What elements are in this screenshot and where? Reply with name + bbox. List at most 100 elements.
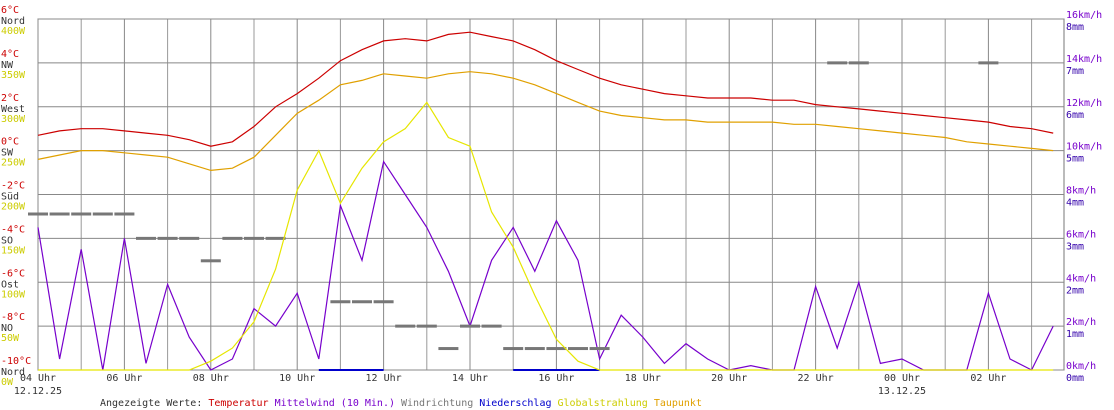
rain-tick-label: 1mm xyxy=(1066,329,1084,340)
y2-tick-label: 16km/h xyxy=(1066,10,1102,21)
radiation-tick-label: 250W xyxy=(1,158,26,169)
radiation-tick-label: 100W xyxy=(1,289,26,300)
x-tick-label: 00 Uhr xyxy=(884,373,920,384)
wind-direction-mark xyxy=(222,236,243,240)
rain-tick-label: 3mm xyxy=(1066,241,1084,252)
wind-direction-mark xyxy=(92,212,113,216)
radiation-tick-label: 0W xyxy=(1,377,14,388)
legend-entry: Mittelwind (10 Min.) xyxy=(274,398,395,409)
y2-tick-label: 6km/h xyxy=(1066,229,1096,240)
radiation-tick-label: 350W xyxy=(1,70,26,81)
wind-direction-mark xyxy=(157,236,178,240)
direction-tick-label: Ost xyxy=(1,279,19,290)
y-tick-label: 2°C xyxy=(1,93,19,104)
y2-tick-label: 12km/h xyxy=(1066,98,1102,109)
wind-direction-mark xyxy=(978,61,999,65)
radiation-tick-label: 300W xyxy=(1,114,26,125)
wind-direction-mark xyxy=(438,347,459,351)
legend-title: Angezeigte Werte: xyxy=(100,398,203,409)
y-tick-label: -10°C xyxy=(1,356,31,367)
x-tick-label: 04 Uhr xyxy=(20,373,56,384)
series-line xyxy=(37,160,1054,371)
direction-tick-label: SW xyxy=(1,148,14,159)
wind-direction-mark xyxy=(265,236,286,240)
x-tick-label: 22 Uhr xyxy=(798,373,834,384)
rain-tick-label: 0mm xyxy=(1066,373,1084,384)
y2-tick-label: 2km/h xyxy=(1066,317,1096,328)
rain-tick-label: 6mm xyxy=(1066,110,1084,121)
wind-direction-mark xyxy=(373,300,394,304)
x-tick-label: 06 Uhr xyxy=(106,373,142,384)
wind-direction-mark xyxy=(352,300,372,304)
wind-direction-mark xyxy=(481,324,502,328)
y-tick-label: -2°C xyxy=(1,181,25,192)
wind-direction-mark xyxy=(503,347,524,351)
wind-direction-mark xyxy=(848,61,869,65)
direction-tick-label: Nord xyxy=(1,367,25,378)
y-tick-label: -8°C xyxy=(1,312,25,323)
wind-direction-mark xyxy=(330,300,351,304)
wind-direction-mark xyxy=(827,61,848,65)
direction-tick-label: SO xyxy=(1,235,13,246)
wind-direction-mark xyxy=(395,324,416,328)
direction-tick-label: NO xyxy=(1,323,13,334)
wind-direction-mark xyxy=(546,347,567,351)
x-tick-label: 18 Uhr xyxy=(625,373,661,384)
rain-tick-label: 5mm xyxy=(1066,154,1084,165)
x-tick-label: 20 Uhr xyxy=(711,373,747,384)
y2-tick-label: 8km/h xyxy=(1066,186,1096,197)
y-tick-label: 4°C xyxy=(1,49,19,60)
y-tick-label: -4°C xyxy=(1,224,25,235)
wind-direction-mark xyxy=(460,324,480,328)
rain-tick-label: 7mm xyxy=(1066,66,1084,77)
legend-entry: Taupunkt xyxy=(653,398,702,409)
x-tick-label: 16 Uhr xyxy=(538,373,574,384)
wind-direction-mark xyxy=(114,212,135,216)
legend-entry: Windrichtung xyxy=(401,398,474,409)
wind-direction-mark xyxy=(49,212,70,216)
legend-entry: Globalstrahlung xyxy=(557,398,648,409)
direction-tick-label: NW xyxy=(1,60,14,71)
direction-tick-label: Nord xyxy=(1,16,25,27)
wind-direction-mark xyxy=(244,236,264,240)
series-line xyxy=(37,71,1054,172)
y-tick-label: 6°C xyxy=(1,5,19,16)
radiation-tick-label: 150W xyxy=(1,245,26,256)
rain-tick-label: 4mm xyxy=(1066,198,1084,209)
y2-tick-label: 14km/h xyxy=(1066,54,1102,65)
y2-tick-label: 0km/h xyxy=(1066,361,1096,372)
rain-tick-label: 2mm xyxy=(1066,285,1084,296)
x-tick-label: 08 Uhr xyxy=(193,373,229,384)
legend-entry: Temperatur xyxy=(208,398,269,409)
wind-direction-mark xyxy=(136,236,156,240)
radiation-tick-label: 400W xyxy=(1,26,26,37)
x-tick-label: 10 Uhr xyxy=(279,373,315,384)
radiation-tick-label: 50W xyxy=(1,333,20,344)
wind-direction-mark xyxy=(416,324,437,328)
x-tick-label: 12 Uhr xyxy=(366,373,402,384)
x-tick-label: 02 Uhr xyxy=(970,373,1006,384)
radiation-tick-label: 200W xyxy=(1,202,26,213)
wind-direction-mark xyxy=(179,236,200,240)
wind-direction-mark xyxy=(568,347,588,351)
series-line xyxy=(37,31,1054,147)
y-tick-label: -6°C xyxy=(1,268,25,279)
x-tick-label: 14 Uhr xyxy=(452,373,488,384)
series-line xyxy=(38,101,1054,371)
date-label: 12.12.25 xyxy=(14,386,62,397)
legend-entry: Niederschlag xyxy=(479,398,552,409)
wind-direction-mark xyxy=(524,347,545,351)
direction-tick-label: Süd xyxy=(1,192,19,203)
wind-direction-mark xyxy=(200,259,221,263)
wind-direction-mark xyxy=(71,212,92,216)
y-tick-label: 0°C xyxy=(1,137,19,148)
y2-tick-label: 10km/h xyxy=(1066,142,1102,153)
legend: Angezeigte Werte: Temperatur Mittelwind (1… xyxy=(100,398,708,409)
wind-direction-mark xyxy=(589,347,610,351)
date-label: 13.12.25 xyxy=(878,386,926,397)
direction-tick-label: West xyxy=(1,104,25,115)
wind-direction-mark xyxy=(28,212,48,216)
y2-tick-label: 4km/h xyxy=(1066,273,1096,284)
